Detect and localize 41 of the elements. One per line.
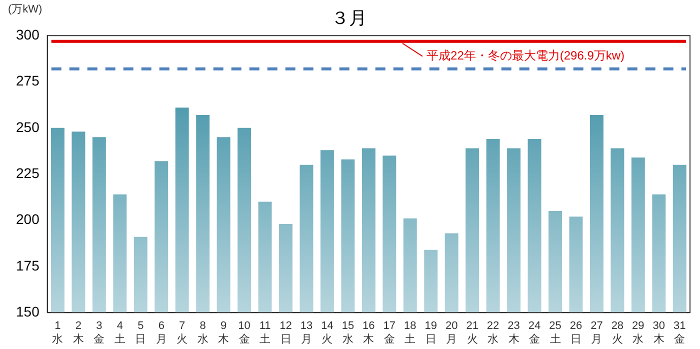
chart-title: ３月 <box>331 8 367 28</box>
x-tick-label: 30 木 <box>652 320 666 346</box>
x-tick-label: 12 日 <box>280 320 292 346</box>
y-axis-title: (万kW) <box>8 4 42 16</box>
y-tick-label: 175 <box>16 257 40 274</box>
x-tick-label: 23 木 <box>508 320 520 346</box>
x-tick-label: 10 金 <box>238 320 250 346</box>
x-tick-label: 18 土 <box>404 320 416 346</box>
x-tick-label: 13 月 <box>300 320 313 346</box>
x-tick-label: 28 火 <box>611 320 624 346</box>
x-tick-label: 5 日 <box>135 320 146 346</box>
x-tick-label: 2 木 <box>72 320 84 346</box>
y-tick-label: 275 <box>16 72 40 89</box>
x-tick-label: 9 木 <box>218 320 230 346</box>
y-tick-label: 150 <box>16 303 40 320</box>
x-tick-label: 25 土 <box>549 320 562 346</box>
x-tick-label: 26 日 <box>570 320 582 346</box>
x-tick-label: 3 金 <box>94 320 105 346</box>
x-tick-label: 22 水 <box>486 320 500 346</box>
x-tick-label: 11 土 <box>259 320 271 346</box>
x-tick-label: 4 土 <box>114 320 126 346</box>
x-tick-label: 27 月 <box>590 320 603 346</box>
x-tick-label: 16 木 <box>362 320 375 346</box>
x-tick-label: 17 金 <box>383 320 396 346</box>
x-tick-label: 7 火 <box>176 320 188 346</box>
x-tick-label: 6 月 <box>156 320 167 346</box>
x-tick-label: 21 火 <box>466 320 478 346</box>
x-tick-label: 31 金 <box>674 320 686 346</box>
legend-label: 平成22年・冬の最大電力(296.9万kw) <box>426 48 625 63</box>
y-tick-label: 200 <box>16 211 40 228</box>
x-tick-label: 1 水 <box>52 320 64 346</box>
y-tick-label: 300 <box>16 26 40 42</box>
x-tick-label: 14 火 <box>321 320 334 346</box>
x-tick-label: 20 月 <box>445 320 458 346</box>
y-tick-label: 250 <box>16 118 40 135</box>
x-tick-label: 24 金 <box>528 320 541 346</box>
x-tick-label: 15 水 <box>342 320 354 346</box>
x-tick-label: 8 水 <box>197 320 208 346</box>
x-tick-label: 19 日 <box>424 320 437 346</box>
y-tick-label: 225 <box>16 164 40 181</box>
x-tick-label: 29 水 <box>632 320 644 346</box>
